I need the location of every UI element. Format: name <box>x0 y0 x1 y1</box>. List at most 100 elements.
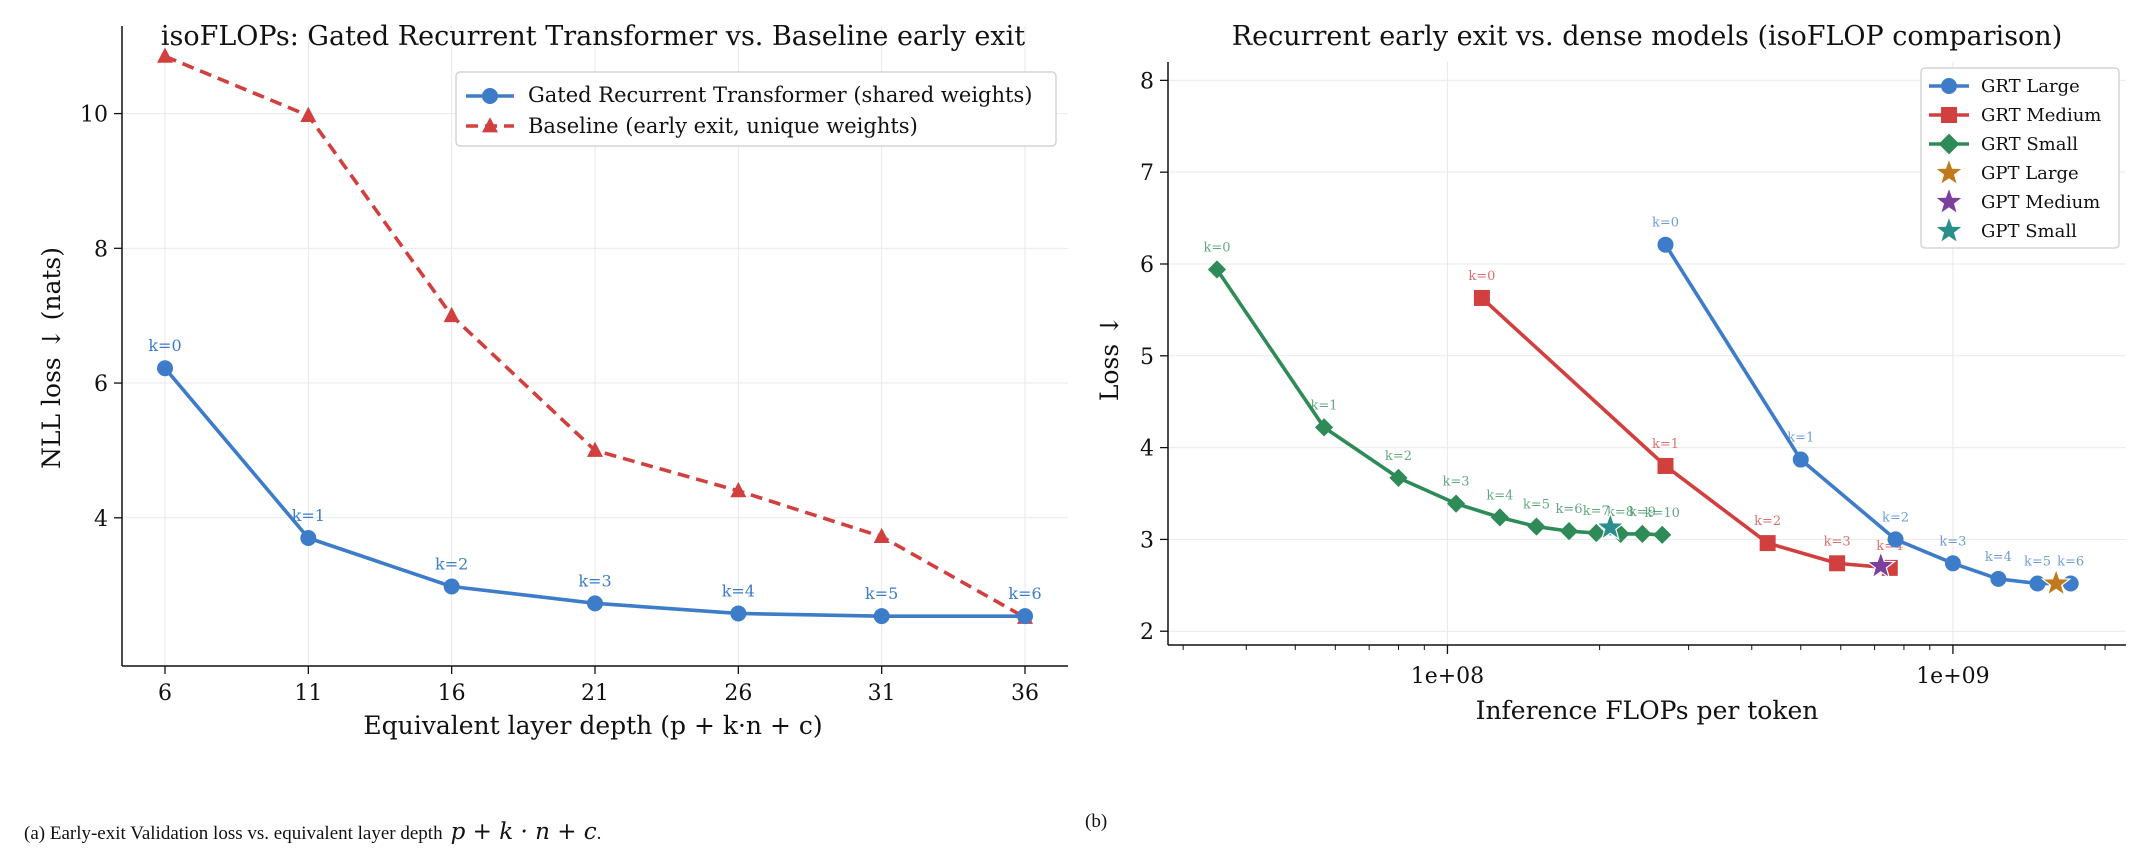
gpt-medium-point <box>1865 549 1897 580</box>
k-label: k=4 <box>722 581 755 600</box>
chart-a-y-label: NLL loss ↓ (nats) <box>37 247 66 469</box>
gated-recurrent-transformer-shared-weights-point <box>730 605 747 622</box>
k-label: k=2 <box>435 555 468 574</box>
caption-a-text: (a) Early-exit Validation loss vs. equiv… <box>24 823 443 844</box>
baseline-early-exit-unique-weights-point <box>873 527 890 544</box>
k-label: k=1 <box>1311 398 1338 413</box>
grt-large-point <box>2029 575 2046 592</box>
grt-small-point <box>1490 508 1510 527</box>
k-label: k=2 <box>1754 514 1781 529</box>
gpt-small-point <box>1594 511 1626 541</box>
gated-recurrent-transformer-shared-weights-point <box>300 530 317 546</box>
chart-b-ticks: 1e+08 1e+09 2 3 4 5 6 7 8 <box>1140 69 2106 689</box>
legend-gpt-medium-label: GPT Medium <box>1981 192 2100 213</box>
gpt-large-point <box>2040 567 2072 597</box>
legend-gpt-large-label: GPT Large <box>1981 163 2079 184</box>
legend-marker <box>1941 107 1957 123</box>
k-label: k=4 <box>1486 488 1513 503</box>
grt-small-point <box>1587 523 1606 543</box>
x-tick-label: 31 <box>868 681 896 706</box>
x-tick-label: 16 <box>438 681 466 706</box>
k-label: k=5 <box>865 584 898 603</box>
baseline-early-exit-unique-weights-point <box>157 47 173 63</box>
y-tick-label: 4 <box>94 507 108 532</box>
baseline-early-exit-unique-weights-point <box>443 306 460 323</box>
grt-small-point <box>1446 494 1466 513</box>
chart-b-x-label: Inference FLOPs per token <box>1476 696 1819 725</box>
chart-b-y-label: Loss ↓ <box>1095 315 1124 401</box>
x-tick-label: 1e+09 <box>1916 664 1989 689</box>
y-tick-label: 6 <box>1140 253 1154 278</box>
y-tick-label: 8 <box>94 237 108 262</box>
k-label: k=8 <box>1607 505 1634 520</box>
grt-medium-point <box>1759 535 1776 552</box>
caption-a-end: . <box>597 823 602 844</box>
grt-small-point <box>1207 260 1227 279</box>
grt-large-point <box>1990 570 2007 587</box>
chart-a-x-label: Equivalent layer depth (p + k·n + c) <box>363 711 822 740</box>
k-label: k=3 <box>1939 534 1966 549</box>
k-label: k=7 <box>1583 504 1610 519</box>
legend-grt-large-label: GRT Large <box>1981 76 2080 97</box>
chart-a-legend: Gated Recurrent Transformer (shared weig… <box>455 71 1057 147</box>
grt-medium-point <box>1829 555 1846 572</box>
grt-medium-point <box>1473 289 1490 306</box>
baseline-early-exit-unique-weights-point <box>730 482 747 498</box>
k-label: k=5 <box>1523 498 1550 513</box>
grt-large-point <box>1657 236 1674 253</box>
caption-a-math: p + k · n + c <box>451 819 597 845</box>
k-label: k=3 <box>1443 475 1470 490</box>
k-label: k=0 <box>148 336 181 355</box>
k-label: k=10 <box>1645 506 1680 521</box>
k-label: k=1 <box>292 506 325 525</box>
x-tick-label: 6 <box>158 681 172 706</box>
caption-a: (a) Early-exit Validation loss vs. equiv… <box>24 819 601 845</box>
k-label: k=2 <box>1385 449 1412 464</box>
chart-b-legend: GRT Large GRT Medium GRT Small GPT Large… <box>1920 67 2120 249</box>
chart-a-legend-box <box>455 71 1057 147</box>
k-label: k=1 <box>1652 437 1679 452</box>
y-tick-label: 8 <box>1140 69 1154 94</box>
grt-small-point <box>1559 522 1579 541</box>
grt-small-point <box>1389 468 1408 488</box>
k-label: k=1 <box>1787 431 1814 446</box>
gated-recurrent-transformer-shared-weights-point <box>157 360 173 377</box>
x-tick-label: 36 <box>1011 681 1039 706</box>
chart-a-ticks: 6 11 16 21 26 31 36 4 6 8 10 <box>80 103 1039 706</box>
x-tick-label: 1e+08 <box>1411 664 1484 689</box>
gated-recurrent-transformer-shared-weights-point <box>443 578 460 595</box>
y-tick-label: 6 <box>94 372 108 397</box>
y-tick-label: 10 <box>80 103 108 128</box>
caption-b: (b) <box>1085 811 1107 832</box>
chart-a: 6 11 16 21 26 31 36 4 6 8 10 k=0 k=1 k=2 k=3 k=4 k=5 k=6… <box>37 21 1068 740</box>
x-tick-label: 26 <box>724 681 752 706</box>
chart-b-legend-box <box>1920 67 2120 249</box>
grt-large-point <box>1792 451 1809 468</box>
k-label: k=0 <box>1652 216 1679 231</box>
chart-a-series: k=0 k=1 k=2 k=3 k=4 k=5 k=6 <box>148 47 1042 625</box>
legend-marker <box>1936 160 1962 184</box>
k-label: k=6 <box>1556 502 1583 517</box>
x-tick-label: 21 <box>581 681 609 706</box>
k-label: k=5 <box>2024 554 2051 569</box>
k-label: k=3 <box>578 571 611 590</box>
legend-gpt-small-label: GPT Small <box>1981 221 2077 242</box>
chart-b-title: Recurrent early exit vs. dense models (i… <box>1232 21 2062 52</box>
baseline-early-exit-unique-weights-point <box>587 441 603 457</box>
gated-recurrent-transformer-shared-weights-point <box>873 608 890 625</box>
legend-grt-medium-label: GRT Medium <box>1981 105 2101 126</box>
legend-grt-label: Gated Recurrent Transformer (shared weig… <box>528 83 1032 107</box>
grt-large-point <box>2062 575 2079 592</box>
grt-medium-point <box>1657 457 1674 474</box>
y-tick-label: 4 <box>1140 437 1154 462</box>
k-label: k=3 <box>1824 534 1851 549</box>
legend-grt-small-label: GRT Small <box>1981 134 2078 155</box>
k-label: k=0 <box>1203 240 1230 255</box>
grt-small-point <box>1633 524 1652 544</box>
gated-recurrent-transformer-shared-weights-point <box>1017 608 1033 625</box>
grt-large-line <box>1663 243 2071 586</box>
legend-marker <box>1941 78 1957 94</box>
k-label: k=4 <box>1985 550 2012 565</box>
